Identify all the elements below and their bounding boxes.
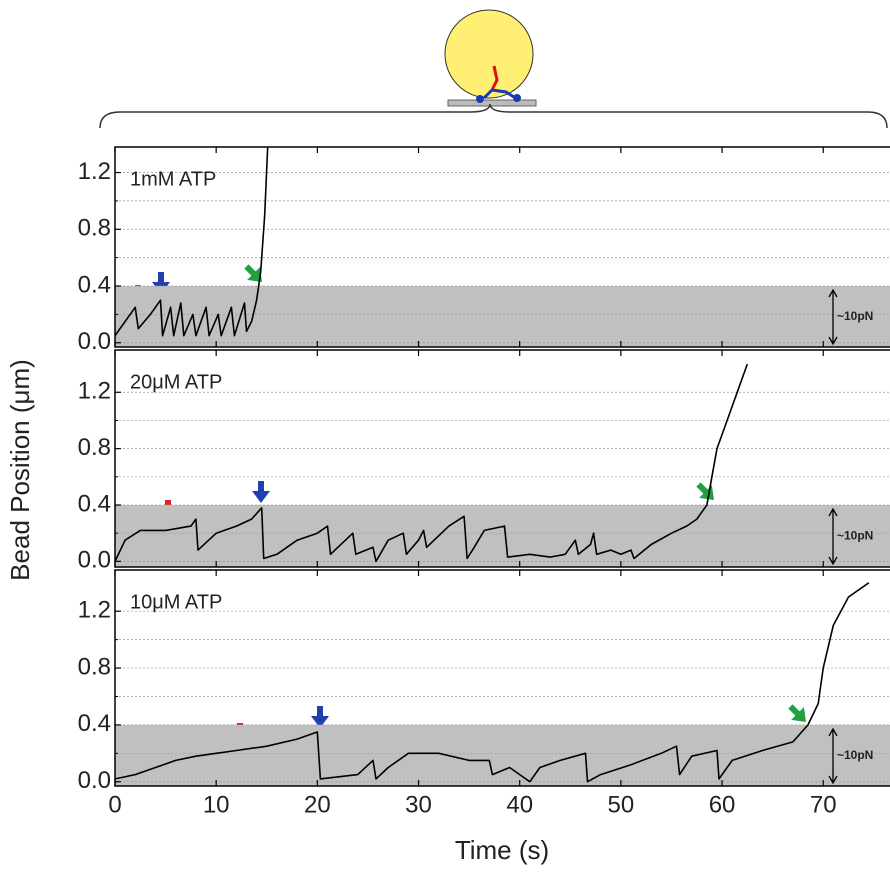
trace — [115, 582, 870, 783]
y-axis-label: Bead Position (μm) — [5, 359, 35, 581]
y-tick-label: 0.0 — [78, 547, 111, 574]
y-tick-label: 0.4 — [78, 490, 111, 517]
y-tick-label: 0.8 — [78, 653, 111, 680]
panel: 0.0 0.4 0.8 1.2 1mM ATP ~10pN — [78, 146, 890, 355]
y-tick-label: 0.0 — [78, 328, 111, 355]
frame — [114, 569, 890, 787]
force-label: ~10pN — [837, 309, 873, 323]
y-tick-label: 0.8 — [78, 434, 111, 461]
trace — [115, 363, 749, 563]
force-label: ~10pN — [837, 529, 873, 543]
x-tick-label: 70 — [810, 791, 837, 818]
force-band — [115, 286, 890, 347]
x-tick-label: 50 — [608, 791, 635, 818]
force-label: ~10pN — [837, 748, 873, 762]
x-tick-label: 60 — [709, 791, 736, 818]
x-tick-label: 30 — [405, 791, 432, 818]
bead-diagram — [444, 9, 537, 107]
x-tick-label: 10 — [203, 791, 230, 818]
force-band — [115, 724, 890, 786]
arrow-blue — [252, 481, 270, 503]
x-tick-label: 40 — [506, 791, 533, 818]
force-band — [115, 505, 890, 567]
frame — [114, 349, 890, 568]
panel-label: 1mM ATP — [130, 168, 216, 190]
panel: 0.0 0.4 0.8 1.2 0 10 20 30 40 50 60 70 10μM ATP ~10pN — [78, 569, 890, 818]
motor — [482, 88, 515, 100]
force-arrow — [828, 507, 838, 566]
y-tick-label: 1.2 — [78, 597, 111, 624]
bead — [444, 9, 534, 99]
y-tick-label: 0.8 — [78, 215, 111, 242]
panel: 0.0 0.4 0.8 1.2 20μM ATP ~10pN — [78, 349, 890, 574]
y-tick-label: 0.4 — [78, 710, 111, 737]
force-arrow — [828, 288, 838, 346]
arrow-green — [240, 260, 269, 289]
y-tick-label: 1.2 — [78, 378, 111, 405]
frame — [114, 146, 890, 348]
force-arrow — [828, 727, 838, 785]
panel-label: 10μM ATP — [130, 591, 222, 613]
y-tick-label: 0.4 — [78, 271, 111, 298]
motor-head — [476, 95, 484, 103]
x-tick-label: 20 — [304, 791, 331, 818]
surface — [447, 99, 537, 107]
x-axis-label: Time (s) — [455, 835, 549, 865]
panel-label: 20μM ATP — [130, 371, 222, 393]
y-tick-label: 1.2 — [78, 158, 111, 185]
linker — [490, 65, 499, 91]
arrow-green — [692, 478, 721, 507]
y-tick-label: 0.0 — [78, 767, 111, 794]
motor-head — [513, 94, 521, 102]
trace — [115, 147, 269, 337]
x-tick-label: 0 — [108, 791, 121, 818]
brace — [99, 103, 888, 129]
